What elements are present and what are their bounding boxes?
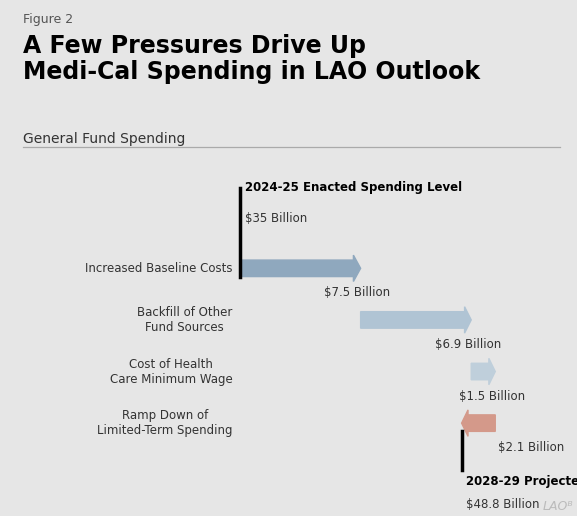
FancyArrow shape [471, 358, 495, 385]
Text: Backfill of Other
Fund Sources: Backfill of Other Fund Sources [137, 306, 233, 334]
Text: $35 Billion: $35 Billion [245, 212, 308, 224]
Text: $1.5 Billion: $1.5 Billion [459, 390, 525, 402]
Text: $2.1 Billion: $2.1 Billion [499, 441, 565, 454]
Text: 2024-25 Enacted Spending Level: 2024-25 Enacted Spending Level [245, 181, 462, 194]
Text: Ramp Down of
Limited-Term Spending: Ramp Down of Limited-Term Spending [97, 409, 233, 437]
Text: $7.5 Billion: $7.5 Billion [324, 286, 390, 299]
FancyArrow shape [241, 255, 361, 282]
FancyArrow shape [462, 410, 495, 437]
FancyArrow shape [361, 307, 471, 333]
Text: General Fund Spending: General Fund Spending [23, 132, 185, 146]
Text: 2028-29 Projected Spending Level: 2028-29 Projected Spending Level [466, 475, 577, 488]
Text: Increased Baseline Costs: Increased Baseline Costs [85, 262, 233, 275]
Text: A Few Pressures Drive Up
Medi-Cal Spending in LAO Outlook: A Few Pressures Drive Up Medi-Cal Spendi… [23, 34, 480, 85]
Text: Figure 2: Figure 2 [23, 13, 73, 26]
Text: $48.8 Billion: $48.8 Billion [466, 498, 540, 511]
Text: LAOᴮ: LAOᴮ [543, 501, 574, 513]
Text: Cost of Health
Care Minimum Wage: Cost of Health Care Minimum Wage [110, 358, 233, 385]
Text: $6.9 Billion: $6.9 Billion [435, 338, 501, 351]
